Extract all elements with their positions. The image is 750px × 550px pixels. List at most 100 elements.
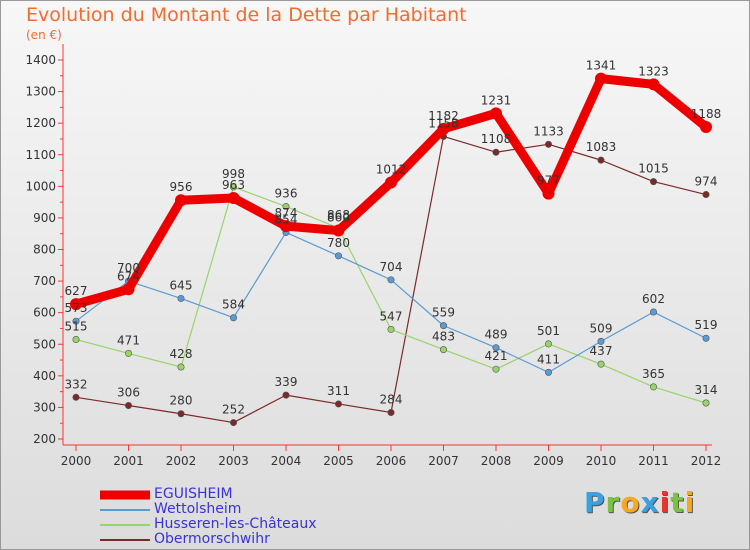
data-point bbox=[647, 78, 660, 91]
data-point bbox=[702, 399, 710, 407]
data-label: 332 bbox=[65, 377, 88, 391]
chart-subtitle: (en €) bbox=[26, 28, 62, 42]
data-point bbox=[439, 346, 447, 354]
data-label: 854 bbox=[275, 212, 298, 226]
data-point bbox=[282, 203, 290, 211]
data-label: 645 bbox=[170, 278, 193, 292]
x-tick-label: 2008 bbox=[481, 454, 512, 468]
data-point bbox=[125, 349, 133, 357]
data-point bbox=[72, 393, 80, 401]
data-point bbox=[492, 344, 500, 352]
data-label: 674 bbox=[117, 269, 140, 283]
data-point bbox=[72, 317, 80, 325]
legend-label: Wettolsheim bbox=[154, 501, 242, 517]
logo-letter: x bbox=[640, 486, 660, 519]
x-tick-label: 2009 bbox=[533, 454, 564, 468]
data-label: 428 bbox=[170, 347, 193, 361]
data-point bbox=[544, 368, 552, 376]
data-point bbox=[387, 325, 395, 333]
x-tick-label: 2010 bbox=[586, 454, 617, 468]
legend-label: Husseren-les-Châteaux bbox=[154, 516, 317, 532]
data-point bbox=[280, 220, 292, 233]
data-label: 874 bbox=[275, 206, 298, 220]
data-label: 1182 bbox=[428, 109, 459, 123]
data-label: 311 bbox=[327, 384, 350, 398]
logo-letter: r bbox=[605, 486, 621, 519]
data-label: 1083 bbox=[586, 140, 617, 154]
data-label: 1158 bbox=[428, 116, 459, 130]
data-point bbox=[72, 336, 80, 344]
legend-swatch bbox=[100, 538, 150, 541]
data-point bbox=[597, 360, 605, 368]
data-label: 704 bbox=[380, 260, 403, 274]
data-point bbox=[544, 340, 552, 348]
x-tick-label: 2005 bbox=[323, 454, 354, 468]
data-label: 509 bbox=[590, 321, 613, 335]
data-point bbox=[597, 156, 605, 164]
logo-letter: i bbox=[684, 486, 696, 519]
data-label: 437 bbox=[590, 344, 613, 358]
data-point bbox=[649, 308, 657, 316]
data-label: 339 bbox=[275, 375, 298, 389]
data-point bbox=[597, 337, 605, 345]
data-point bbox=[544, 140, 552, 148]
y-tick-label: 300 bbox=[33, 400, 56, 414]
x-tick-label: 2012 bbox=[691, 454, 722, 468]
data-point bbox=[230, 314, 238, 322]
data-label: 700 bbox=[117, 261, 140, 275]
data-point bbox=[702, 334, 710, 342]
data-point bbox=[385, 176, 397, 189]
data-label: 977 bbox=[537, 174, 560, 188]
legend-label: Obermorschwihr bbox=[154, 531, 270, 547]
data-point bbox=[649, 178, 657, 186]
y-tick-label: 700 bbox=[33, 274, 56, 288]
data-point bbox=[70, 298, 82, 311]
x-tick-label: 2000 bbox=[61, 454, 92, 468]
proxiti-logo: Proxiti bbox=[584, 486, 695, 519]
data-point bbox=[177, 363, 185, 371]
data-label: 1323 bbox=[638, 64, 669, 78]
data-point bbox=[649, 383, 657, 391]
data-label: 780 bbox=[327, 236, 350, 250]
logo-letter: o bbox=[620, 486, 641, 519]
data-point bbox=[334, 400, 342, 408]
data-point bbox=[227, 192, 240, 205]
logo-letter: t bbox=[670, 486, 685, 519]
data-label: 1231 bbox=[481, 93, 512, 107]
data-label: 956 bbox=[170, 180, 193, 194]
data-label: 974 bbox=[695, 175, 718, 189]
logo-letter: i bbox=[659, 486, 671, 519]
data-label: 1108 bbox=[481, 132, 512, 146]
data-point bbox=[702, 191, 710, 199]
data-point bbox=[490, 107, 502, 120]
data-label: 559 bbox=[432, 306, 455, 320]
data-label: 1188 bbox=[691, 107, 722, 121]
y-tick-label: 800 bbox=[33, 243, 56, 257]
data-point bbox=[125, 402, 133, 410]
data-point bbox=[492, 148, 500, 156]
data-point bbox=[700, 120, 712, 133]
data-point bbox=[492, 365, 500, 373]
data-label: 936 bbox=[275, 187, 298, 201]
data-label: 1341 bbox=[586, 59, 617, 73]
data-label: 501 bbox=[537, 324, 560, 338]
chart-title: Evolution du Montant de la Dette par Hab… bbox=[26, 4, 467, 26]
data-label: 519 bbox=[695, 318, 718, 332]
data-label: 547 bbox=[380, 309, 403, 323]
data-label: 421 bbox=[485, 349, 508, 363]
y-tick-label: 400 bbox=[33, 369, 56, 383]
data-label: 627 bbox=[65, 284, 88, 298]
data-point bbox=[230, 419, 238, 427]
x-tick-label: 2002 bbox=[166, 454, 197, 468]
logo-letter: P bbox=[584, 486, 606, 519]
y-tick-label: 200 bbox=[33, 432, 56, 446]
y-tick-label: 1400 bbox=[25, 53, 56, 67]
data-point bbox=[177, 410, 185, 418]
data-label: 573 bbox=[65, 301, 88, 315]
data-label: 860 bbox=[327, 211, 350, 225]
data-label: 1015 bbox=[638, 162, 669, 176]
data-point bbox=[282, 391, 290, 399]
data-label: 252 bbox=[222, 403, 245, 417]
data-label: 868 bbox=[327, 208, 350, 222]
